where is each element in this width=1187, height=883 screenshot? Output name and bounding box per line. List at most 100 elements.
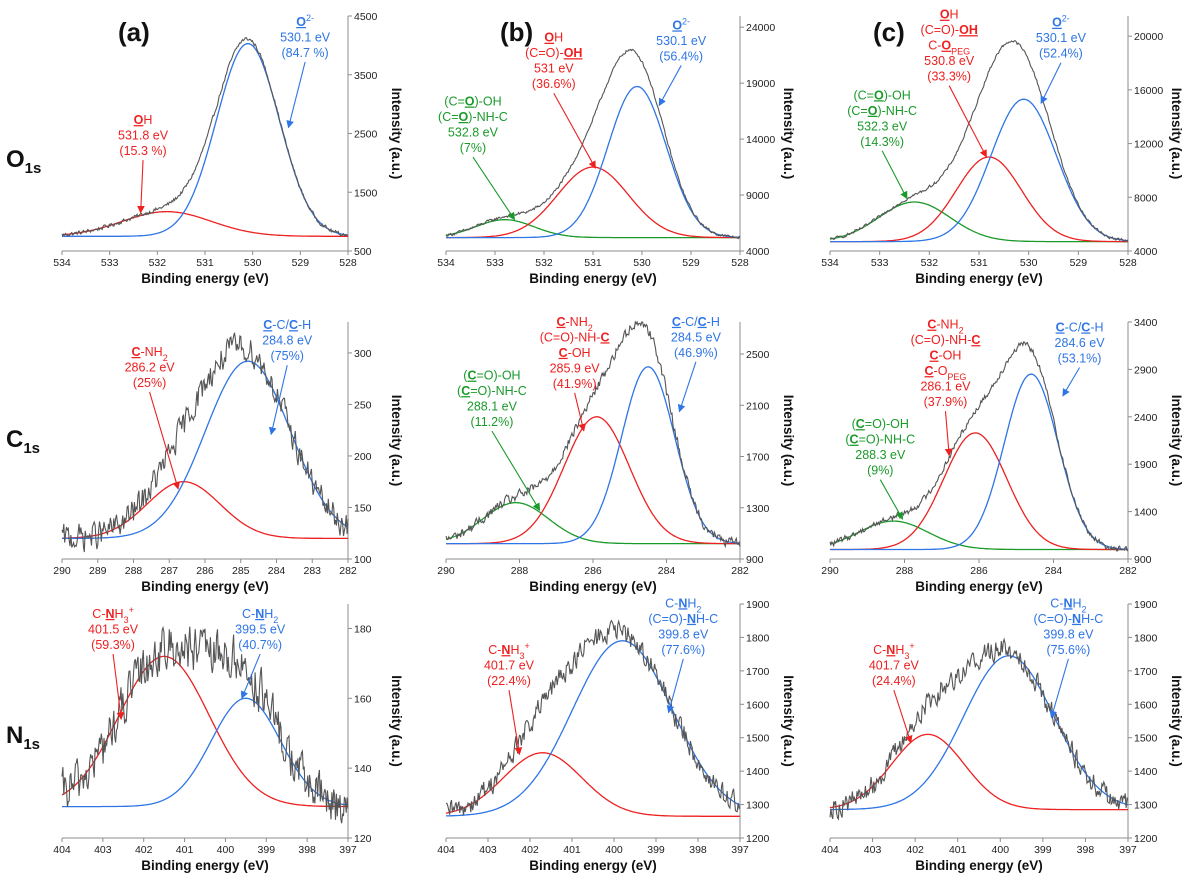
peak-annotation-red: C-NH3+ 401.7 eV (22.4%) xyxy=(484,641,535,756)
peak-annotation-red: OH (C=O)-OH C-OPEG 530.8 eV (33.3%) xyxy=(921,8,987,158)
fit-component-red xyxy=(446,166,740,239)
y-tick-label: 1900 xyxy=(1134,599,1158,611)
raw-spectrum-line xyxy=(829,341,1129,552)
y-tick-label: 250 xyxy=(354,399,372,411)
peak-annotation-blue: C-C/C-H 284.6 eV (53.1%) xyxy=(1055,320,1105,397)
x-tick-label: 534 xyxy=(821,257,839,269)
x-tick-label: 288 xyxy=(511,565,529,577)
x-tick-label: 400 xyxy=(992,844,1010,856)
fit-component-red xyxy=(445,752,740,817)
y-tick-label: 1300 xyxy=(746,503,770,515)
y-tick-label: 120 xyxy=(354,833,372,845)
x-tick-label: 534 xyxy=(53,257,71,269)
x-tick-label: 397 xyxy=(1119,844,1137,856)
x-tick-label: 398 xyxy=(689,844,707,856)
y-tick-label: 4500 xyxy=(354,11,378,23)
y-tick-label: 2100 xyxy=(746,400,770,412)
fit-component-blue xyxy=(830,373,1129,551)
y-tick-label: 19000 xyxy=(746,78,775,90)
y-tick-label: 900 xyxy=(746,554,764,566)
fit-component-red xyxy=(829,733,1128,811)
peak-label: O2-530.1 eV (84.7 %) xyxy=(280,13,331,60)
raw-spectrum-line xyxy=(829,40,1129,243)
peak-arrow xyxy=(508,690,523,756)
fit-component-green xyxy=(829,520,1128,551)
peak-label: OH (C=O)-OH C-OPEG 530.8 eV (33.3%) xyxy=(921,8,978,84)
peak-arrow xyxy=(666,658,684,714)
y-tick-label: 1400 xyxy=(1134,766,1158,778)
peak-annotation-red: C-NH3+ 401.5 eV (59.3%) xyxy=(88,605,139,721)
x-tick-label: 282 xyxy=(339,565,357,577)
raw-spectrum-line xyxy=(61,36,349,237)
panel-label-c: (c) xyxy=(873,17,905,47)
peak-label: C-NH2 (C=O)-NH-C C-OH 285.9 eV (41.9%) xyxy=(540,315,610,391)
x-tick-label: 287 xyxy=(160,565,178,577)
peak-annotation-green: (C=O)-OH (C=O)-NH-C 288.1 eV (11.2%) xyxy=(457,369,541,511)
peak-arrow xyxy=(472,156,516,221)
x-tick-label: 528 xyxy=(1119,257,1137,269)
y-tick-label: 1600 xyxy=(746,699,770,711)
raw-spectrum-line xyxy=(829,637,1129,821)
y-tick-label: 300 xyxy=(354,348,372,360)
peak-arrow xyxy=(881,150,908,200)
y-tick-label: 3400 xyxy=(1134,317,1158,329)
peak-annotation-blue: C-NH2 399.5 eV (40.7%) xyxy=(235,607,286,700)
x-tick-label: 533 xyxy=(101,257,119,269)
peak-annotation-red: OH (C=O)-OH 531 eV (36.6%) xyxy=(525,31,596,169)
x-tick-label: 402 xyxy=(135,844,153,856)
x-tick-label: 286 xyxy=(196,565,214,577)
y-axis-label: Intensity (a.u.) xyxy=(781,88,796,180)
x-tick-label: 532 xyxy=(921,257,939,269)
peak-label: (C=O)-OH (C=O)-NH-C 288.1 eV (11.2%) xyxy=(457,369,527,430)
x-tick-label: 289 xyxy=(89,565,107,577)
y-tick-label: 1400 xyxy=(1134,507,1158,519)
x-axis-label: Binding energy (eV) xyxy=(915,271,1043,286)
peak-annotation-blue: C-C/C-H 284.8 eV (75%) xyxy=(262,318,313,436)
x-tick-label: 290 xyxy=(437,565,455,577)
x-tick-label: 402 xyxy=(521,844,539,856)
peak-label: C-NH3+ 401.5 eV (59.3%) xyxy=(88,605,139,652)
y-tick-label: 1200 xyxy=(1134,833,1158,845)
y-tick-label: 1900 xyxy=(746,599,770,611)
row-label-o1s: O1s xyxy=(6,146,41,177)
peak-annotation-red: C-NH3+ 401.7 eV (24.4%) xyxy=(869,641,920,744)
y-tick-label: 180 xyxy=(354,623,372,635)
peak-annotation-blue: O2-530.1 eV (52.4%) xyxy=(1036,14,1087,104)
y-tick-label: 1500 xyxy=(354,187,378,199)
raw-spectrum-line xyxy=(61,625,349,824)
y-tick-label: 1800 xyxy=(1134,632,1158,644)
x-tick-label: 402 xyxy=(906,844,924,856)
peak-arrow xyxy=(944,411,953,457)
y-tick-label: 1600 xyxy=(1134,699,1158,711)
fit-component-red xyxy=(830,432,1128,551)
peak-annotation-red: C-NH2 (C=O)-NH-C C-OH 285.9 eV (41.9%) xyxy=(540,315,610,432)
fit-component-red xyxy=(830,156,1128,243)
y-tick-label: 8000 xyxy=(1134,192,1158,204)
peak-label: C-C/C-H 284.8 eV (75%) xyxy=(262,318,313,363)
fit-component-blue xyxy=(62,42,349,237)
peak-arrow xyxy=(491,430,541,511)
x-tick-label: 401 xyxy=(563,844,581,856)
peak-annotation-red: C-NH2 (C=O)-NH-C C-OH C-OPEG 286.1 eV (37.9%) xyxy=(911,318,980,457)
peak-label: C-C/C-H 284.5 eV (46.9%) xyxy=(671,315,722,360)
fit-component-blue xyxy=(830,98,1129,243)
fit-component-green xyxy=(445,219,740,239)
fit-component-blue xyxy=(446,640,741,817)
panel-label-a: (a) xyxy=(118,17,150,47)
peak-arrow xyxy=(1062,367,1081,397)
row-label-c1s: C1s xyxy=(6,426,40,457)
x-tick-label: 404 xyxy=(53,844,71,856)
y-tick-label: 20000 xyxy=(1134,31,1163,43)
y-tick-label: 2900 xyxy=(1134,364,1158,376)
x-axis-label: Binding energy (eV) xyxy=(141,858,269,873)
fit-component-red xyxy=(61,655,348,808)
y-tick-label: 1400 xyxy=(746,766,770,778)
x-tick-label: 398 xyxy=(1077,844,1095,856)
peak-annotation-blue: O2-530.1 eV (56.4%) xyxy=(656,16,707,107)
x-tick-label: 401 xyxy=(949,844,967,856)
x-tick-label: 404 xyxy=(821,844,839,856)
